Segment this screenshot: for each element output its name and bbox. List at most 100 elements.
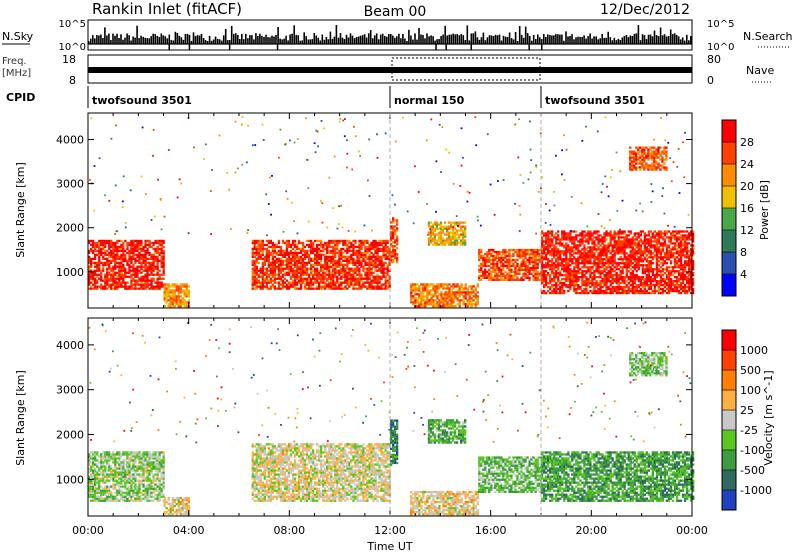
echo-cell bbox=[328, 259, 331, 262]
echo-cell bbox=[267, 287, 270, 290]
echo-cell bbox=[520, 262, 523, 266]
echo-cell bbox=[271, 241, 274, 245]
echo-cell bbox=[112, 253, 115, 256]
echo-cell bbox=[543, 280, 546, 283]
echo-cell bbox=[611, 244, 614, 247]
echo-cell bbox=[460, 233, 463, 236]
echo-cell bbox=[271, 259, 274, 262]
echo-cell bbox=[287, 283, 291, 286]
echo-cell bbox=[667, 240, 671, 243]
echo-cell bbox=[587, 230, 590, 233]
echo-cell bbox=[543, 244, 546, 247]
echo-cell bbox=[426, 303, 429, 306]
echo-cell bbox=[366, 275, 369, 278]
echo-cell bbox=[100, 261, 103, 264]
echo-cell bbox=[661, 291, 665, 295]
echo-cell bbox=[563, 291, 566, 295]
echo-cell bbox=[350, 269, 353, 272]
echo-cell bbox=[265, 271, 268, 274]
echo-cell bbox=[583, 274, 586, 277]
echo-cell bbox=[641, 276, 644, 279]
echo-cell bbox=[589, 272, 592, 275]
echo-cell bbox=[116, 247, 119, 251]
echo-cell bbox=[536, 264, 539, 268]
echo-cell bbox=[175, 299, 178, 302]
echo-cell bbox=[134, 259, 137, 262]
echo-cell bbox=[549, 287, 552, 291]
echo-cell bbox=[261, 251, 264, 255]
echo-cell bbox=[134, 239, 137, 243]
echo-cell bbox=[480, 250, 483, 254]
echo-cell bbox=[318, 243, 321, 247]
echo-cell bbox=[448, 297, 451, 300]
echo-cell bbox=[633, 260, 636, 263]
echo-cell bbox=[581, 258, 584, 261]
echo-cell bbox=[462, 301, 465, 304]
echo-cell bbox=[102, 263, 105, 266]
echo-cell bbox=[171, 289, 174, 292]
echo-cell bbox=[251, 269, 254, 272]
echo-cell bbox=[138, 253, 141, 256]
echo-cell bbox=[609, 252, 612, 255]
echo-cell bbox=[162, 259, 165, 262]
echo-cell bbox=[150, 271, 153, 274]
echo-cell bbox=[104, 273, 107, 276]
echo-cell bbox=[623, 240, 626, 243]
nsky-bar bbox=[329, 31, 332, 44]
echo-cell bbox=[611, 264, 614, 267]
echo-cell bbox=[615, 280, 618, 283]
nsky-bar bbox=[661, 35, 664, 44]
echo-cell bbox=[639, 282, 642, 285]
echo-cell bbox=[665, 282, 669, 285]
echo-cell bbox=[488, 248, 491, 252]
echo-cell bbox=[657, 242, 661, 245]
echo-cell bbox=[148, 283, 151, 286]
echo-cell bbox=[502, 264, 505, 268]
echo-cell bbox=[285, 247, 289, 251]
echo-cell bbox=[591, 268, 594, 271]
echo-cell bbox=[348, 275, 351, 278]
echo-cell bbox=[261, 283, 264, 286]
echo-cell bbox=[589, 274, 592, 277]
cpid-segment-label: twofsound 3501 bbox=[92, 94, 192, 107]
echo-cell bbox=[427, 231, 431, 234]
echo-cell bbox=[643, 246, 646, 249]
nsky-bar bbox=[683, 40, 686, 44]
echo-cell bbox=[583, 254, 586, 257]
echo-cell bbox=[360, 277, 363, 280]
echo-cell bbox=[132, 263, 135, 266]
echo-cell bbox=[412, 297, 415, 300]
echo-cell bbox=[140, 287, 143, 290]
echo-cell bbox=[657, 234, 661, 237]
echo-cell bbox=[382, 239, 385, 243]
echo-cell bbox=[98, 273, 101, 276]
echo-cell bbox=[667, 284, 671, 287]
echo-cell bbox=[543, 252, 546, 255]
echo-cell bbox=[94, 257, 97, 260]
echo-cell bbox=[643, 278, 646, 281]
echo-cell bbox=[104, 249, 107, 253]
echo-cell bbox=[162, 273, 165, 276]
echo-cell bbox=[442, 301, 445, 304]
echo-cell bbox=[98, 269, 101, 272]
echo-cell bbox=[557, 287, 560, 291]
echo-cell bbox=[382, 247, 385, 251]
echo-cell bbox=[277, 241, 281, 245]
echo-cell bbox=[569, 285, 572, 289]
echo-cell bbox=[617, 274, 620, 277]
echo-cell bbox=[545, 234, 548, 237]
echo-cell bbox=[299, 265, 303, 268]
echo-cell bbox=[358, 239, 361, 243]
echo-cell bbox=[617, 268, 620, 271]
echo-cell bbox=[627, 240, 630, 243]
echo-cell bbox=[492, 250, 495, 254]
echo-cell bbox=[299, 261, 303, 264]
echo-cell bbox=[671, 270, 675, 273]
echo-cell bbox=[655, 234, 659, 237]
echo-cell bbox=[310, 273, 313, 276]
echo-cell bbox=[466, 303, 469, 306]
echo-cell bbox=[418, 295, 421, 298]
echo-cell bbox=[392, 221, 395, 224]
nsky-bar bbox=[230, 25, 233, 44]
echo-cell bbox=[591, 256, 594, 259]
